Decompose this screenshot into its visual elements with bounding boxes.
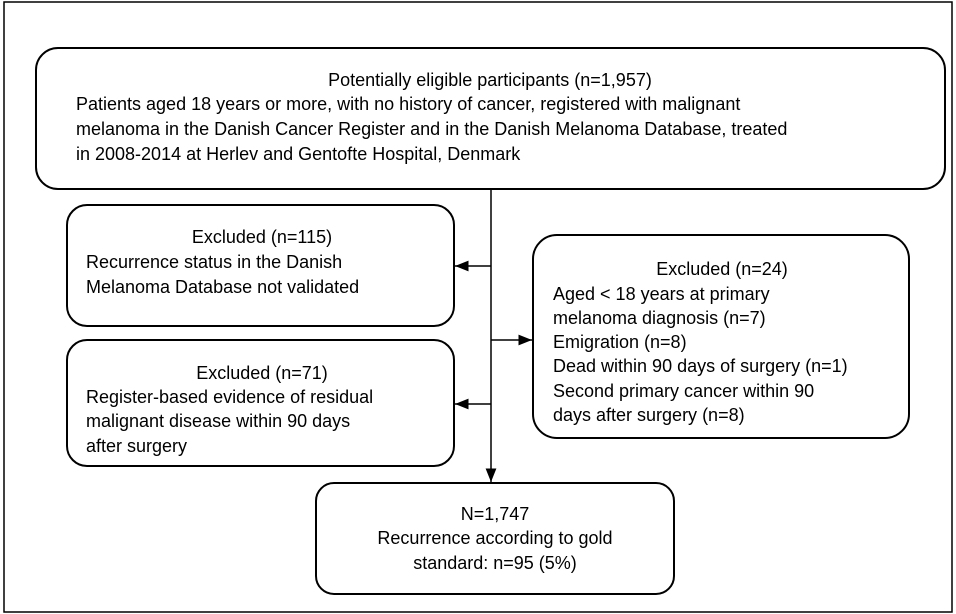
node-title: N=1,747 xyxy=(461,504,530,524)
node-line: melanoma in the Danish Cancer Register a… xyxy=(76,119,787,139)
node-line: days after surgery (n=8) xyxy=(553,405,745,425)
node-line: in 2008-2014 at Herlev and Gentofte Hosp… xyxy=(76,144,521,164)
node-line: Melanoma Database not validated xyxy=(86,277,359,297)
node-title: Excluded (n=24) xyxy=(656,259,788,279)
node-line: malignant disease within 90 days xyxy=(86,411,350,431)
node-line: Aged < 18 years at primary xyxy=(553,284,770,304)
node-title: Excluded (n=71) xyxy=(196,363,328,383)
node-line: Recurrence according to gold xyxy=(377,528,612,548)
node-line: Dead within 90 days of surgery (n=1) xyxy=(553,356,848,376)
node-line: Recurrence status in the Danish xyxy=(86,252,342,272)
node-box xyxy=(532,234,910,439)
node-line: after surgery xyxy=(86,436,187,456)
node-line: standard: n=95 (5%) xyxy=(413,553,577,573)
node-box xyxy=(315,482,675,595)
node: Excluded (n=71) Register-based evidence … xyxy=(66,339,455,467)
node: N=1,747 Recurrence according to gold sta… xyxy=(315,482,675,595)
node-line: Register-based evidence of residual xyxy=(86,387,373,407)
node-box xyxy=(66,339,455,467)
node: Potentially eligible participants (n=1,9… xyxy=(35,47,946,190)
frame xyxy=(3,1,953,613)
node-line: Patients aged 18 years or more, with no … xyxy=(76,94,740,114)
node-line: Second primary cancer within 90 xyxy=(553,381,814,401)
node-line: Emigration (n=8) xyxy=(553,332,687,352)
node-line: melanoma diagnosis (n=7) xyxy=(553,308,766,328)
node: Excluded (n=115) Recurrence status in th… xyxy=(66,204,455,327)
node-box xyxy=(35,47,946,190)
node-title: Excluded (n=115) xyxy=(192,227,332,247)
node-box xyxy=(66,204,455,327)
node: Excluded (n=24) Aged < 18 years at prima… xyxy=(532,234,910,439)
node-title: Potentially eligible participants (n=1,9… xyxy=(328,70,652,90)
